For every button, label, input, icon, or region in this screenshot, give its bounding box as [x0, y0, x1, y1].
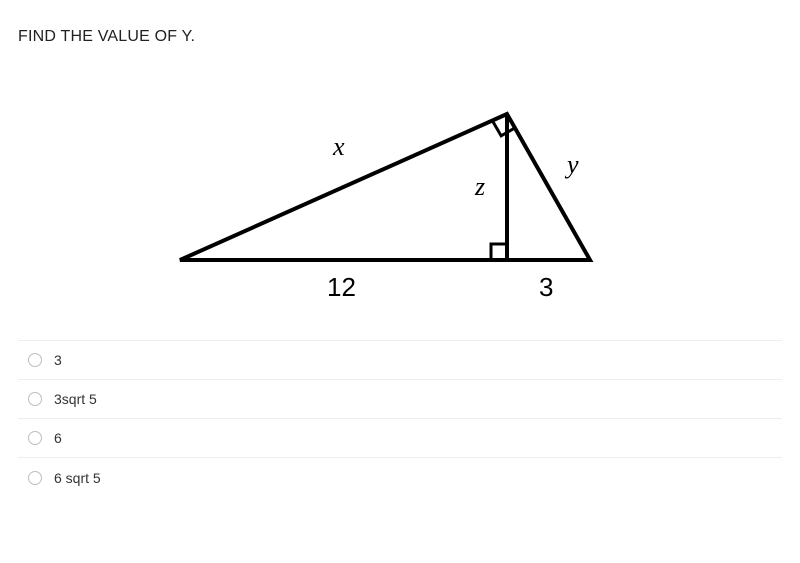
option-label: 3sqrt 5	[54, 391, 97, 407]
label-base-left: 12	[327, 272, 356, 303]
radio-icon[interactable]	[28, 392, 42, 406]
figure-container: x y z 12 3	[18, 80, 782, 310]
option-row[interactable]: 3sqrt 5	[18, 380, 782, 419]
radio-icon[interactable]	[28, 353, 42, 367]
right-angle-marker-base	[491, 244, 507, 260]
triangle-svg	[165, 80, 635, 310]
option-label: 6	[54, 430, 62, 446]
answer-options: 3 3sqrt 5 6 6 sqrt 5	[18, 340, 782, 497]
label-x: x	[333, 132, 345, 162]
option-row[interactable]: 3	[18, 341, 782, 380]
option-row[interactable]: 6 sqrt 5	[18, 458, 782, 497]
label-base-right: 3	[539, 272, 553, 303]
outer-triangle	[180, 114, 590, 260]
option-label: 6 sqrt 5	[54, 470, 101, 486]
question-title: FIND THE VALUE OF Y.	[18, 28, 782, 46]
question-page: FIND THE VALUE OF Y. x y z 12 3	[0, 0, 800, 507]
radio-icon[interactable]	[28, 431, 42, 445]
radio-icon[interactable]	[28, 471, 42, 485]
triangle-figure: x y z 12 3	[165, 80, 635, 310]
label-z: z	[475, 172, 485, 202]
label-y: y	[567, 150, 579, 180]
option-label: 3	[54, 352, 62, 368]
option-row[interactable]: 6	[18, 419, 782, 458]
